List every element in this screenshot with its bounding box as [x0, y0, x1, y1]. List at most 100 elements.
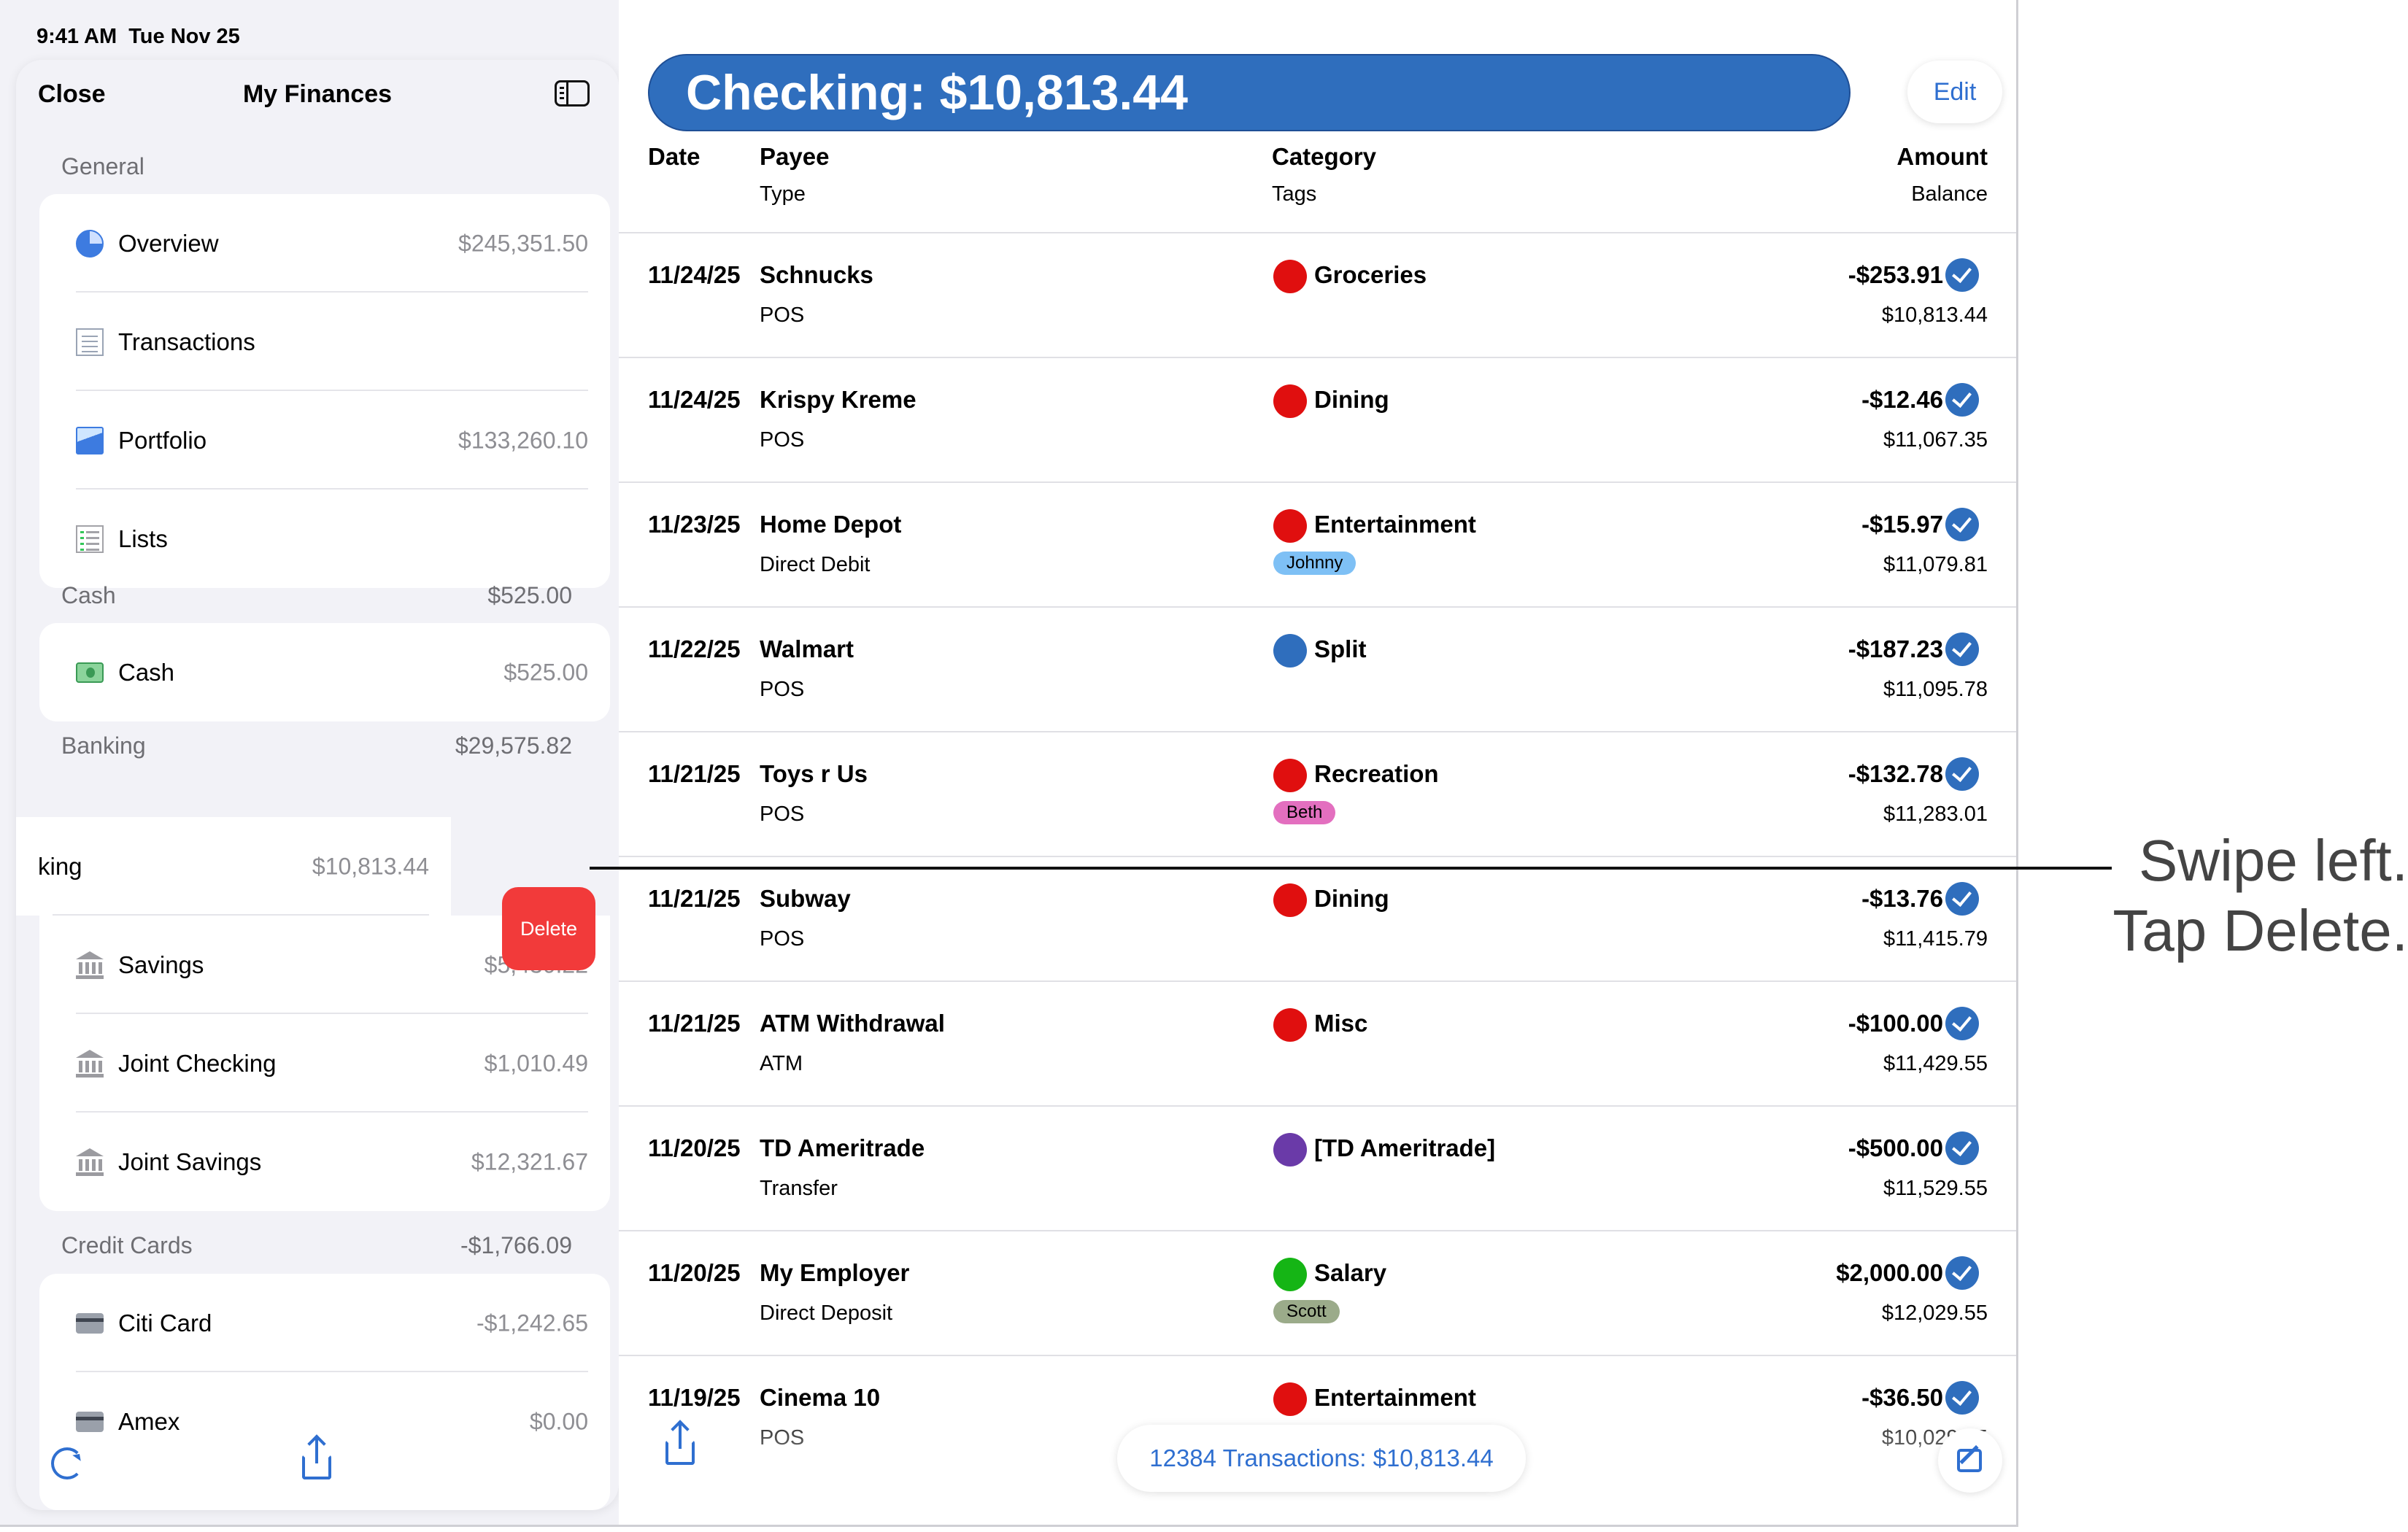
sidebar-item-value: -$1,242.65 — [476, 1309, 588, 1336]
transaction-balance: $12,029.55 — [1881, 1301, 1988, 1325]
transaction-category: Misc — [1314, 1010, 1368, 1037]
sidebar-item-cash[interactable]: Cash $525.00 — [39, 623, 610, 721]
transaction-date: 11/21/25 — [648, 760, 741, 787]
sidebar-item-citi-card[interactable]: Citi Card -$1,242.65 — [39, 1274, 610, 1372]
sidebar-item-lists[interactable]: Lists — [39, 490, 610, 588]
transaction-type: POS — [760, 428, 805, 452]
list-icon — [76, 525, 104, 553]
transaction-payee: Walmart — [760, 635, 854, 662]
column-header-type[interactable]: Type — [760, 182, 806, 206]
cleared-checkmark-icon[interactable] — [1945, 383, 1979, 417]
transaction-row[interactable]: 11/21/25 Subway POS Dining -$13.76 $11,415.79 — [619, 856, 2016, 982]
callout-line — [590, 867, 2112, 870]
sidebar-item-value: $245,351.50 — [458, 230, 588, 256]
category-color-dot — [1273, 634, 1307, 668]
row-separator — [76, 390, 588, 391]
sidebar-item-transactions[interactable]: Transactions — [39, 293, 610, 391]
bank-icon — [76, 1148, 104, 1176]
transaction-balance: $10,813.44 — [1881, 303, 1988, 327]
cash-icon — [76, 662, 104, 683]
sidebar-item-portfolio[interactable]: Portfolio $133,260.10 — [39, 391, 610, 490]
transaction-date: 11/20/25 — [648, 1259, 741, 1286]
share-icon[interactable] — [302, 1439, 331, 1479]
transaction-row[interactable]: 11/24/25 Krispy Kreme POS Dining -$12.46 $11,… — [619, 357, 2016, 483]
transaction-tag: Beth — [1273, 801, 1336, 824]
sidebar-item-value: $12,321.67 — [471, 1148, 588, 1175]
column-header-tags[interactable]: Tags — [1272, 182, 1317, 206]
transaction-type: Direct Debit — [760, 553, 871, 576]
sidebar-item-joint-checking[interactable]: Joint Checking $1,010.49 — [39, 1014, 610, 1113]
column-header-balance[interactable]: Balance — [1911, 182, 1988, 206]
transaction-date: 11/19/25 — [648, 1384, 741, 1411]
sidebar-item-label: Citi Card — [118, 1309, 212, 1336]
delete-button[interactable]: Delete — [502, 887, 595, 970]
new-transaction-icon[interactable] — [1938, 1428, 2002, 1493]
sidebar-item-amex[interactable]: Amex $0.00 — [39, 1372, 610, 1471]
column-header-amount[interactable]: Amount — [1896, 143, 1988, 170]
transaction-date: 11/21/25 — [648, 885, 741, 912]
sidebar-item-label: king — [38, 852, 82, 880]
cleared-checkmark-icon[interactable] — [1945, 1131, 1979, 1165]
cash-card: Cash $525.00 — [39, 623, 610, 721]
sidebar-item-king[interactable]: king $10,813.44 — [16, 817, 451, 916]
sidebar-toggle-icon[interactable] — [555, 80, 590, 107]
transaction-category: Dining — [1314, 885, 1389, 912]
transaction-summary[interactable]: 12384 Transactions: $10,813.44 — [1117, 1425, 1526, 1492]
transaction-row[interactable]: 11/20/25 My Employer Direct Deposit Salary $… — [619, 1230, 2016, 1356]
cleared-checkmark-icon[interactable] — [1945, 1007, 1979, 1040]
row-separator — [76, 488, 588, 490]
column-header-payee[interactable]: Payee — [760, 143, 830, 170]
row-separator — [76, 291, 588, 293]
status-time: 9:41 AM Tue Nov 25 — [36, 25, 240, 48]
row-separator — [76, 1371, 588, 1372]
category-color-dot — [1273, 384, 1307, 418]
edit-button[interactable]: Edit — [1907, 61, 2002, 123]
column-header-date[interactable]: Date — [648, 143, 701, 170]
transaction-row[interactable]: 11/21/25 ATM Withdrawal ATM Misc -$100.00 $11… — [619, 980, 2016, 1107]
category-color-dot — [1273, 1133, 1307, 1167]
transaction-payee: Krispy Kreme — [760, 386, 916, 413]
transaction-row[interactable]: 11/22/25 Walmart POS Split -$187.23 $11,095.7… — [619, 606, 2016, 732]
transaction-type: Direct Deposit — [760, 1301, 893, 1325]
general-card: Overview $245,351.50 Transactions Portfolio… — [39, 194, 610, 588]
sidebar-item-overview[interactable]: Overview $245,351.50 — [39, 194, 610, 293]
section-header-banking: Banking $29,575.82 — [61, 732, 572, 759]
transaction-row[interactable]: 11/23/25 Home Depot Direct Debit Entertainm… — [619, 481, 2016, 608]
transaction-balance: $11,283.01 — [1883, 802, 1988, 826]
transaction-row[interactable]: 11/20/25 TD Ameritrade Transfer [TD Ameritr… — [619, 1105, 2016, 1231]
transaction-payee: TD Ameritrade — [760, 1134, 925, 1161]
export-share-icon[interactable] — [665, 1424, 695, 1465]
sidebar-item-label: Lists — [118, 525, 168, 552]
sidebar-item-label: Joint Checking — [118, 1049, 277, 1077]
transaction-balance: $11,067.35 — [1883, 428, 1988, 452]
close-button[interactable]: Close — [38, 80, 106, 108]
section-header-general: General — [61, 153, 144, 179]
transaction-row[interactable]: 11/21/25 Toys r Us POS Recreation -$132.78 $1… — [619, 731, 2016, 857]
credit-card-icon — [76, 1312, 104, 1334]
transaction-type: Transfer — [760, 1177, 838, 1200]
refresh-icon[interactable] — [51, 1447, 83, 1479]
sidebar-item-label: Cash — [118, 658, 175, 686]
cleared-checkmark-icon[interactable] — [1945, 882, 1979, 916]
transaction-row[interactable]: 11/24/25 Schnucks POS Groceries -$253.91 $10,… — [619, 232, 2016, 358]
transaction-category: Groceries — [1314, 261, 1427, 288]
transaction-date: 11/24/25 — [648, 261, 741, 288]
cleared-checkmark-icon[interactable] — [1945, 1256, 1979, 1290]
transaction-balance: $11,529.55 — [1883, 1177, 1988, 1200]
cleared-checkmark-icon[interactable] — [1945, 258, 1979, 292]
column-header-category[interactable]: Category — [1272, 143, 1377, 170]
cleared-checkmark-icon[interactable] — [1945, 508, 1979, 541]
transaction-payee: Home Depot — [760, 511, 902, 538]
cleared-checkmark-icon[interactable] — [1945, 757, 1979, 791]
pie-chart-icon — [76, 229, 104, 258]
swiped-row-card: king $10,813.44 — [16, 817, 451, 916]
ipad-screen: 9:41 AM Tue Nov 25 Close My Finances Gen… — [0, 0, 2018, 1527]
cleared-checkmark-icon[interactable] — [1945, 632, 1979, 666]
transaction-type: POS — [760, 303, 805, 327]
category-color-dot — [1273, 883, 1307, 917]
category-color-dot — [1273, 1008, 1307, 1042]
sidebar-item-joint-savings[interactable]: Joint Savings $12,321.67 — [39, 1113, 610, 1211]
sidebar-item-value: $0.00 — [529, 1408, 588, 1434]
cleared-checkmark-icon[interactable] — [1945, 1381, 1979, 1415]
transaction-payee: Subway — [760, 885, 851, 912]
